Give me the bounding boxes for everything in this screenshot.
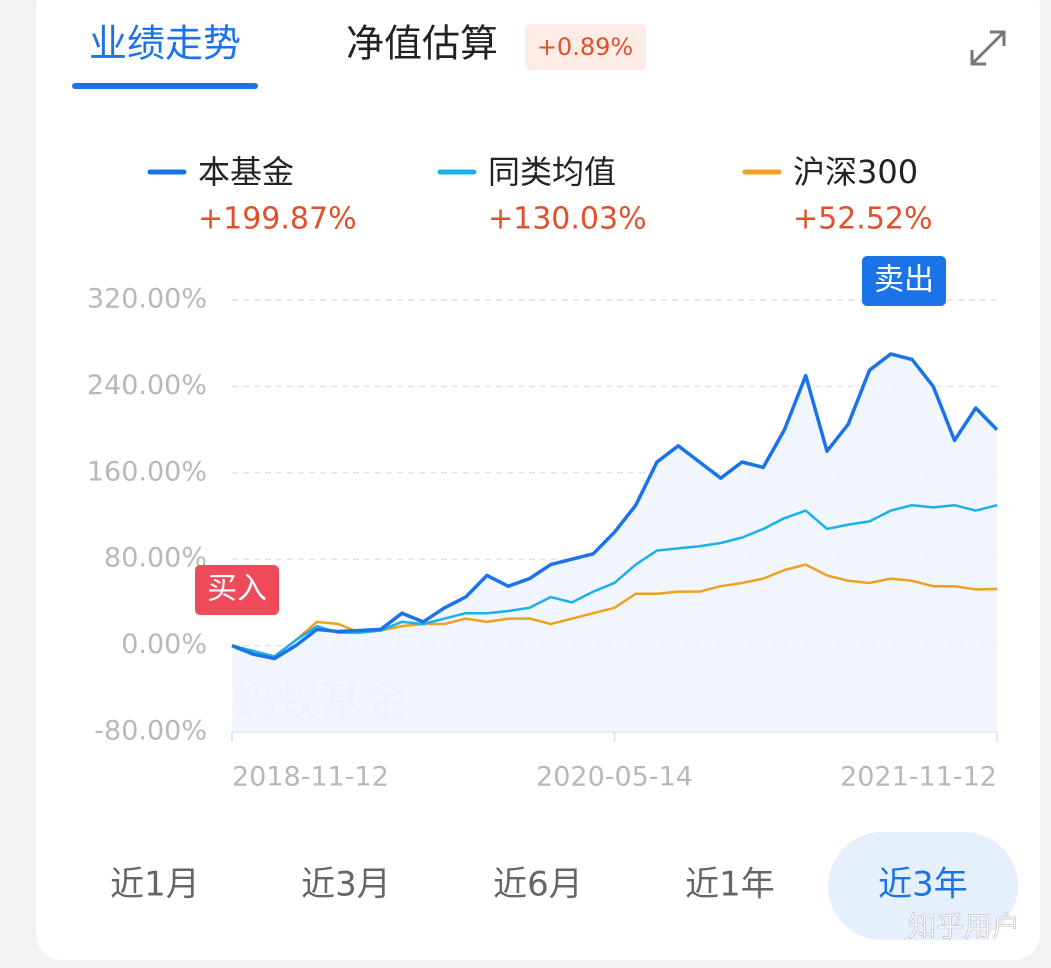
period-button[interactable]: 近3月 <box>301 865 391 905</box>
x-tick-label: 2020-05-14 <box>536 762 693 793</box>
legend-label: 沪深300 <box>793 153 918 191</box>
y-tick-label: 80.00% <box>104 543 207 574</box>
period-button[interactable]: 近6月 <box>493 865 583 905</box>
period-button[interactable]: 近3年 <box>878 865 968 905</box>
credit: 知乎用户 <box>908 910 1020 943</box>
estimate-change: +0.89% <box>537 33 633 61</box>
line-series <box>231 352 999 661</box>
legend-change: +199.87% <box>198 202 357 237</box>
expand-icon[interactable] <box>970 30 1006 66</box>
buy-badge <box>195 565 279 615</box>
tab[interactable]: 净值估算 <box>346 22 498 66</box>
line-series <box>231 503 998 658</box>
y-tick-label: 320.00% <box>87 284 207 315</box>
x-tick-label: 2021-11-12 <box>840 762 997 793</box>
area <box>232 354 997 732</box>
y-tick-label: 240.00% <box>87 370 207 401</box>
x-tick-label: 2018-11-12 <box>232 762 389 793</box>
period-button[interactable]: 近1年 <box>685 865 775 905</box>
annotation: 卖出 <box>874 263 934 298</box>
tab-indicator <box>72 83 258 89</box>
y-tick-label: -80.00% <box>94 716 207 747</box>
legend-change: +52.52% <box>793 202 933 237</box>
annotation: 买入 <box>207 572 267 607</box>
badge <box>525 24 646 70</box>
sell-badge <box>862 256 946 306</box>
y-tick-label: 0.00% <box>121 629 207 660</box>
period-button[interactable]: 近1月 <box>110 865 200 905</box>
tab[interactable]: 业绩走势 <box>89 22 241 66</box>
legend-change: +130.03% <box>488 202 647 237</box>
y-tick-label: 160.00% <box>87 456 207 487</box>
legend-label: 同类均值 <box>488 153 616 191</box>
period-selected-bg <box>828 832 1018 940</box>
legend-label: 本基金 <box>198 153 294 191</box>
